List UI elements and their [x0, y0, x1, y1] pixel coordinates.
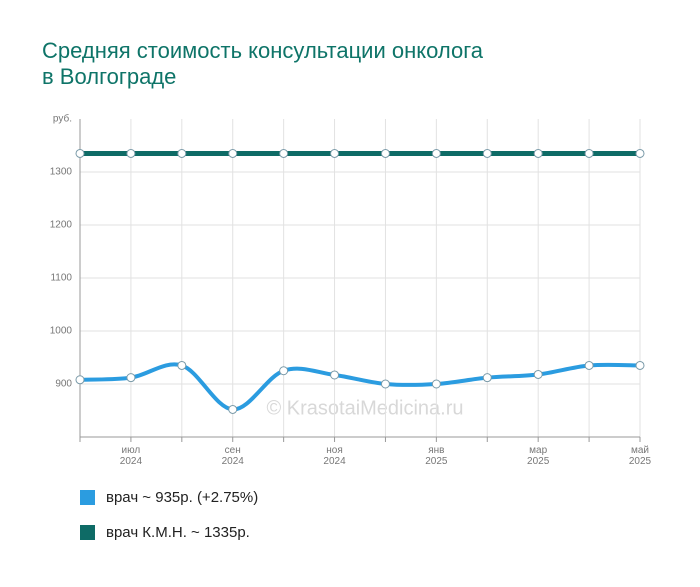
- watermark: © KrasotaiMedicina.ru: [266, 397, 463, 419]
- data-point: [330, 148, 340, 158]
- data-point: [75, 148, 85, 158]
- data-point: [431, 379, 441, 389]
- data-point: [177, 148, 187, 158]
- data-point: [431, 148, 441, 158]
- legend-swatch: [80, 525, 95, 540]
- y-axis-label: руб.: [53, 113, 72, 125]
- data-point: [228, 404, 238, 414]
- y-tick-label: 1300: [50, 167, 73, 178]
- x-tick-label: сен 2024: [222, 445, 245, 467]
- data-point: [279, 366, 289, 376]
- data-point: [482, 373, 492, 383]
- data-point: [228, 148, 238, 158]
- data-point: [330, 370, 340, 380]
- x-tick-label: июл 2024: [120, 445, 143, 467]
- data-point: [380, 148, 390, 158]
- x-tick-label: мар 2025: [527, 445, 550, 467]
- legend-label: врач ~ 935р. (+2.75%): [106, 489, 258, 506]
- y-tick-label: 900: [55, 379, 72, 390]
- y-tick-label: 1000: [50, 326, 73, 337]
- data-point: [533, 148, 543, 158]
- x-tick-label: янв 2025: [425, 445, 448, 467]
- y-tick-label: 1100: [50, 273, 72, 284]
- data-point: [279, 148, 289, 158]
- data-point: [635, 148, 645, 158]
- chart-title: Средняя стоимость консультации онколога в…: [42, 38, 484, 89]
- data-point: [584, 148, 594, 158]
- data-point: [126, 148, 136, 158]
- data-point: [126, 373, 136, 383]
- data-point: [482, 148, 492, 158]
- x-tick-label: май 2025: [629, 445, 652, 467]
- y-tick-label: 1200: [50, 220, 73, 231]
- data-point: [533, 369, 543, 379]
- legend-label: врач К.М.Н. ~ 1335р.: [106, 524, 250, 541]
- x-tick-label: ноя 2024: [323, 445, 346, 467]
- legend-swatch: [80, 490, 95, 505]
- data-point: [75, 375, 85, 385]
- data-point: [584, 360, 594, 370]
- data-point: [177, 360, 187, 370]
- data-point: [380, 379, 390, 389]
- data-point: [635, 360, 645, 370]
